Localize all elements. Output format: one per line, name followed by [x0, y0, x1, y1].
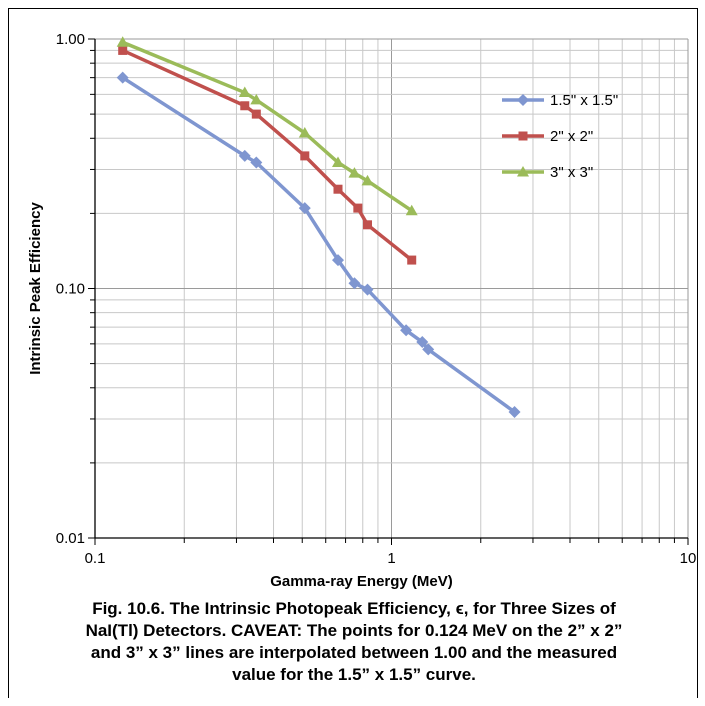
square-marker: [240, 101, 250, 111]
legend-label: 2" x 2": [550, 128, 593, 145]
series-1: [116, 71, 521, 418]
x-axis-label: Gamma-ray Energy (MeV): [270, 573, 453, 590]
axes: [88, 38, 689, 545]
caption-line-3: and 3” x 3” lines are interpolated betwe…: [90, 643, 618, 662]
triangle-marker: [348, 167, 361, 178]
caption-line-1: Fig. 10.6. The Intrinsic Photopeak Effic…: [92, 599, 616, 618]
triangle-marker: [517, 166, 529, 177]
legend-entry-3: 3" x 3": [502, 164, 593, 181]
grid-lines: [94, 38, 689, 539]
square-marker: [251, 109, 261, 119]
x-tick-label: 1: [387, 550, 395, 567]
diamond-marker: [517, 94, 529, 106]
triangle-marker: [361, 174, 374, 186]
diamond-marker: [348, 277, 361, 290]
triangle-marker: [116, 36, 129, 47]
square-marker: [353, 203, 363, 213]
y-tick-label: 0.10: [56, 281, 85, 298]
square-marker: [363, 220, 373, 230]
legend-entry-1: 1.5" x 1.5": [502, 92, 618, 109]
legend-label: 3" x 3": [550, 164, 593, 181]
square-marker: [518, 131, 528, 141]
figure-caption: Fig. 10.6. The Intrinsic Photopeak Effic…: [16, 598, 692, 686]
caption-line-2: NaI(Tl) Detectors. CAVEAT: The points fo…: [85, 621, 623, 640]
y-tick-label: 0.01: [56, 530, 85, 547]
triangle-marker: [238, 86, 251, 98]
legend-label: 1.5" x 1.5": [550, 92, 618, 109]
y-tick-label: 1.00: [56, 31, 85, 48]
diamond-marker: [298, 202, 311, 215]
triangle-marker: [298, 126, 311, 138]
triangle-marker: [331, 156, 344, 167]
square-marker: [333, 184, 343, 194]
square-marker: [407, 255, 417, 265]
diamond-marker: [422, 343, 435, 356]
tick-labels: 0.1 1 10 0.01 0.10 1.00: [56, 31, 697, 567]
triangle-marker: [250, 93, 263, 105]
square-marker: [118, 45, 128, 55]
diamond-marker: [508, 405, 521, 418]
caption-line-4: value for the 1.5” x 1.5” curve.: [232, 665, 476, 684]
series-2: [118, 45, 417, 265]
diamond-marker: [400, 324, 413, 337]
diamond-marker: [416, 336, 429, 349]
series-line: [121, 76, 516, 414]
x-tick-label: 10: [680, 550, 697, 567]
series-3: [116, 36, 418, 216]
y-axis-label: Intrinsic Peak Efficiency: [27, 202, 44, 375]
square-marker: [300, 151, 310, 161]
diamond-marker: [331, 254, 344, 267]
efficiency-chart: 0.1 1 10 0.01 0.10 1.00 1.5" x 1.5" 2" x 2" 3" …: [27, 31, 697, 590]
legend-entry-2: 2" x 2": [502, 128, 593, 145]
figure-frame: [8, 8, 698, 698]
legend: 1.5" x 1.5" 2" x 2" 3" x 3": [502, 92, 618, 181]
diamond-marker: [250, 156, 263, 169]
data-series: [116, 36, 521, 418]
x-tick-label: 0.1: [85, 550, 106, 567]
triangle-marker: [405, 204, 418, 216]
series-line: [122, 40, 413, 213]
diamond-marker: [116, 71, 129, 84]
diamond-marker: [361, 283, 374, 296]
diamond-marker: [238, 149, 251, 162]
